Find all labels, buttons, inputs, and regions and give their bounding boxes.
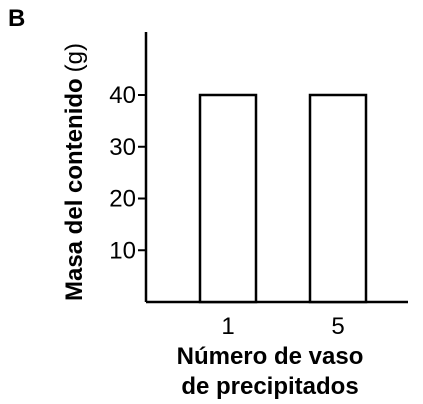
x-tick-label-5: 5 xyxy=(331,313,344,340)
chart-axes xyxy=(144,32,408,304)
x-axis-title-line1: Número de vaso xyxy=(177,343,364,370)
bars xyxy=(198,93,368,304)
y-ticks: 10 20 30 40 xyxy=(109,82,146,264)
x-tick-label-1: 1 xyxy=(221,313,234,340)
y-tick-label: 40 xyxy=(109,82,136,109)
bar-1 xyxy=(198,93,258,304)
y-tick-label: 10 xyxy=(109,237,136,264)
y-tick-label: 30 xyxy=(109,134,136,161)
y-axis-title-unit: (g) xyxy=(61,43,88,72)
y-axis-title-main: Masa del contenido xyxy=(61,78,88,301)
y-axis-title: Masa del contenido (g) xyxy=(61,43,88,301)
panel-label: B xyxy=(8,5,25,32)
y-tick-label: 20 xyxy=(109,186,136,213)
bar-5 xyxy=(308,93,368,304)
x-axis-title-line2: de precipitados xyxy=(181,373,358,400)
